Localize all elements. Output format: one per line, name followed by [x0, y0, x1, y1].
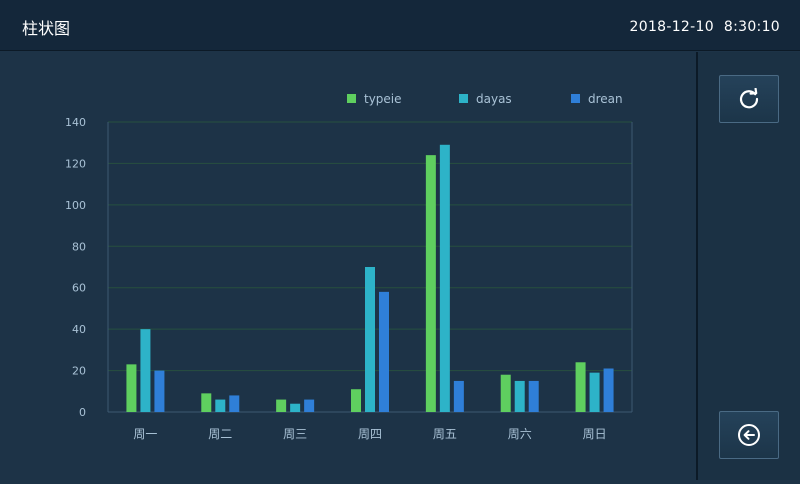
- legend-label: dayas: [476, 92, 512, 106]
- bar-drean: [528, 380, 539, 412]
- y-tick-label: 80: [72, 240, 86, 253]
- y-tick-label: 40: [72, 323, 86, 336]
- y-axis-labels: 0 20 40 60 80 100 120 140: [65, 116, 86, 419]
- chart-legend: typeie dayas drean: [347, 92, 623, 106]
- refresh-icon: [739, 88, 759, 109]
- bar-drean: [154, 370, 165, 412]
- bar-typeie: [575, 362, 586, 412]
- bar-drean: [453, 380, 464, 412]
- bar-typeie: [201, 393, 212, 412]
- bar-dayas: [589, 372, 600, 412]
- x-tick-label: 周六: [508, 427, 532, 441]
- x-tick-label: 周三: [283, 427, 307, 441]
- bar-chart: typeie dayas drean 0 20 40 60 80 100 120 140 周一 周二…: [65, 92, 633, 441]
- legend-label: drean: [588, 92, 623, 106]
- refresh-button[interactable]: [719, 75, 779, 123]
- x-tick-label: 周日: [583, 427, 607, 441]
- legend-swatch: [459, 94, 468, 103]
- datetime-display: 2018-12-10 8:30:10: [630, 19, 780, 35]
- header-bar: 柱状图 2018-12-10 8:30:10: [0, 0, 800, 51]
- bar-dayas: [439, 144, 450, 412]
- chart-grid: [107, 121, 633, 413]
- x-tick-label: 周一: [133, 427, 157, 441]
- bar-typeie: [425, 155, 436, 412]
- chart-bars: [126, 144, 614, 412]
- page-title: 柱状图: [22, 19, 71, 38]
- x-axis-labels: 周一 周二 周三 周四 周五 周六 周日: [133, 427, 606, 441]
- y-tick-label: 20: [72, 365, 86, 378]
- back-button[interactable]: [719, 411, 779, 459]
- bar-dayas: [140, 329, 151, 412]
- bar-drean: [603, 368, 614, 412]
- side-panel: [696, 52, 800, 480]
- chart-area: typeie dayas drean 0 20 40 60 80 100 120 140 周一 周二…: [0, 52, 696, 480]
- back-arrow-icon: [738, 424, 760, 446]
- y-tick-label: 120: [65, 157, 86, 170]
- bar-drean: [229, 395, 240, 412]
- legend-swatch: [571, 94, 580, 103]
- bar-typeie: [276, 399, 287, 412]
- date-text: 2018-12-10: [629, 19, 714, 35]
- bar-drean: [304, 399, 315, 412]
- y-tick-label: 60: [72, 282, 86, 295]
- bar-drean: [379, 291, 389, 412]
- bar-typeie: [126, 364, 137, 412]
- y-tick-label: 0: [79, 406, 86, 419]
- bar-typeie: [500, 374, 511, 412]
- bar-dayas: [290, 403, 301, 412]
- bar-typeie: [351, 389, 361, 412]
- bar-dayas: [365, 267, 375, 412]
- bar-dayas: [215, 399, 226, 412]
- x-tick-label: 周二: [208, 427, 232, 441]
- y-tick-label: 100: [65, 199, 86, 212]
- legend-label: typeie: [364, 92, 402, 106]
- x-tick-label: 周五: [433, 427, 457, 441]
- bar-dayas: [514, 380, 525, 412]
- time-text: 8:30:10: [723, 19, 780, 35]
- legend-swatch: [347, 94, 356, 103]
- x-tick-label: 周四: [358, 427, 382, 441]
- y-tick-label: 140: [65, 116, 86, 129]
